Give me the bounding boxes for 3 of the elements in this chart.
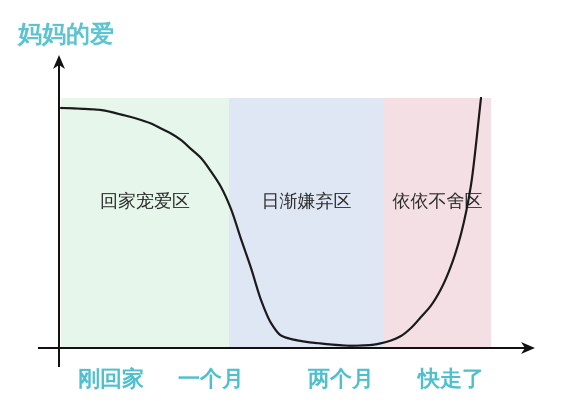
annotation: 日渐嫌弃区 [262,191,352,212]
y-label: 妈妈的爱 [18,20,114,48]
annotation: 回家宠爱区 [100,191,190,212]
